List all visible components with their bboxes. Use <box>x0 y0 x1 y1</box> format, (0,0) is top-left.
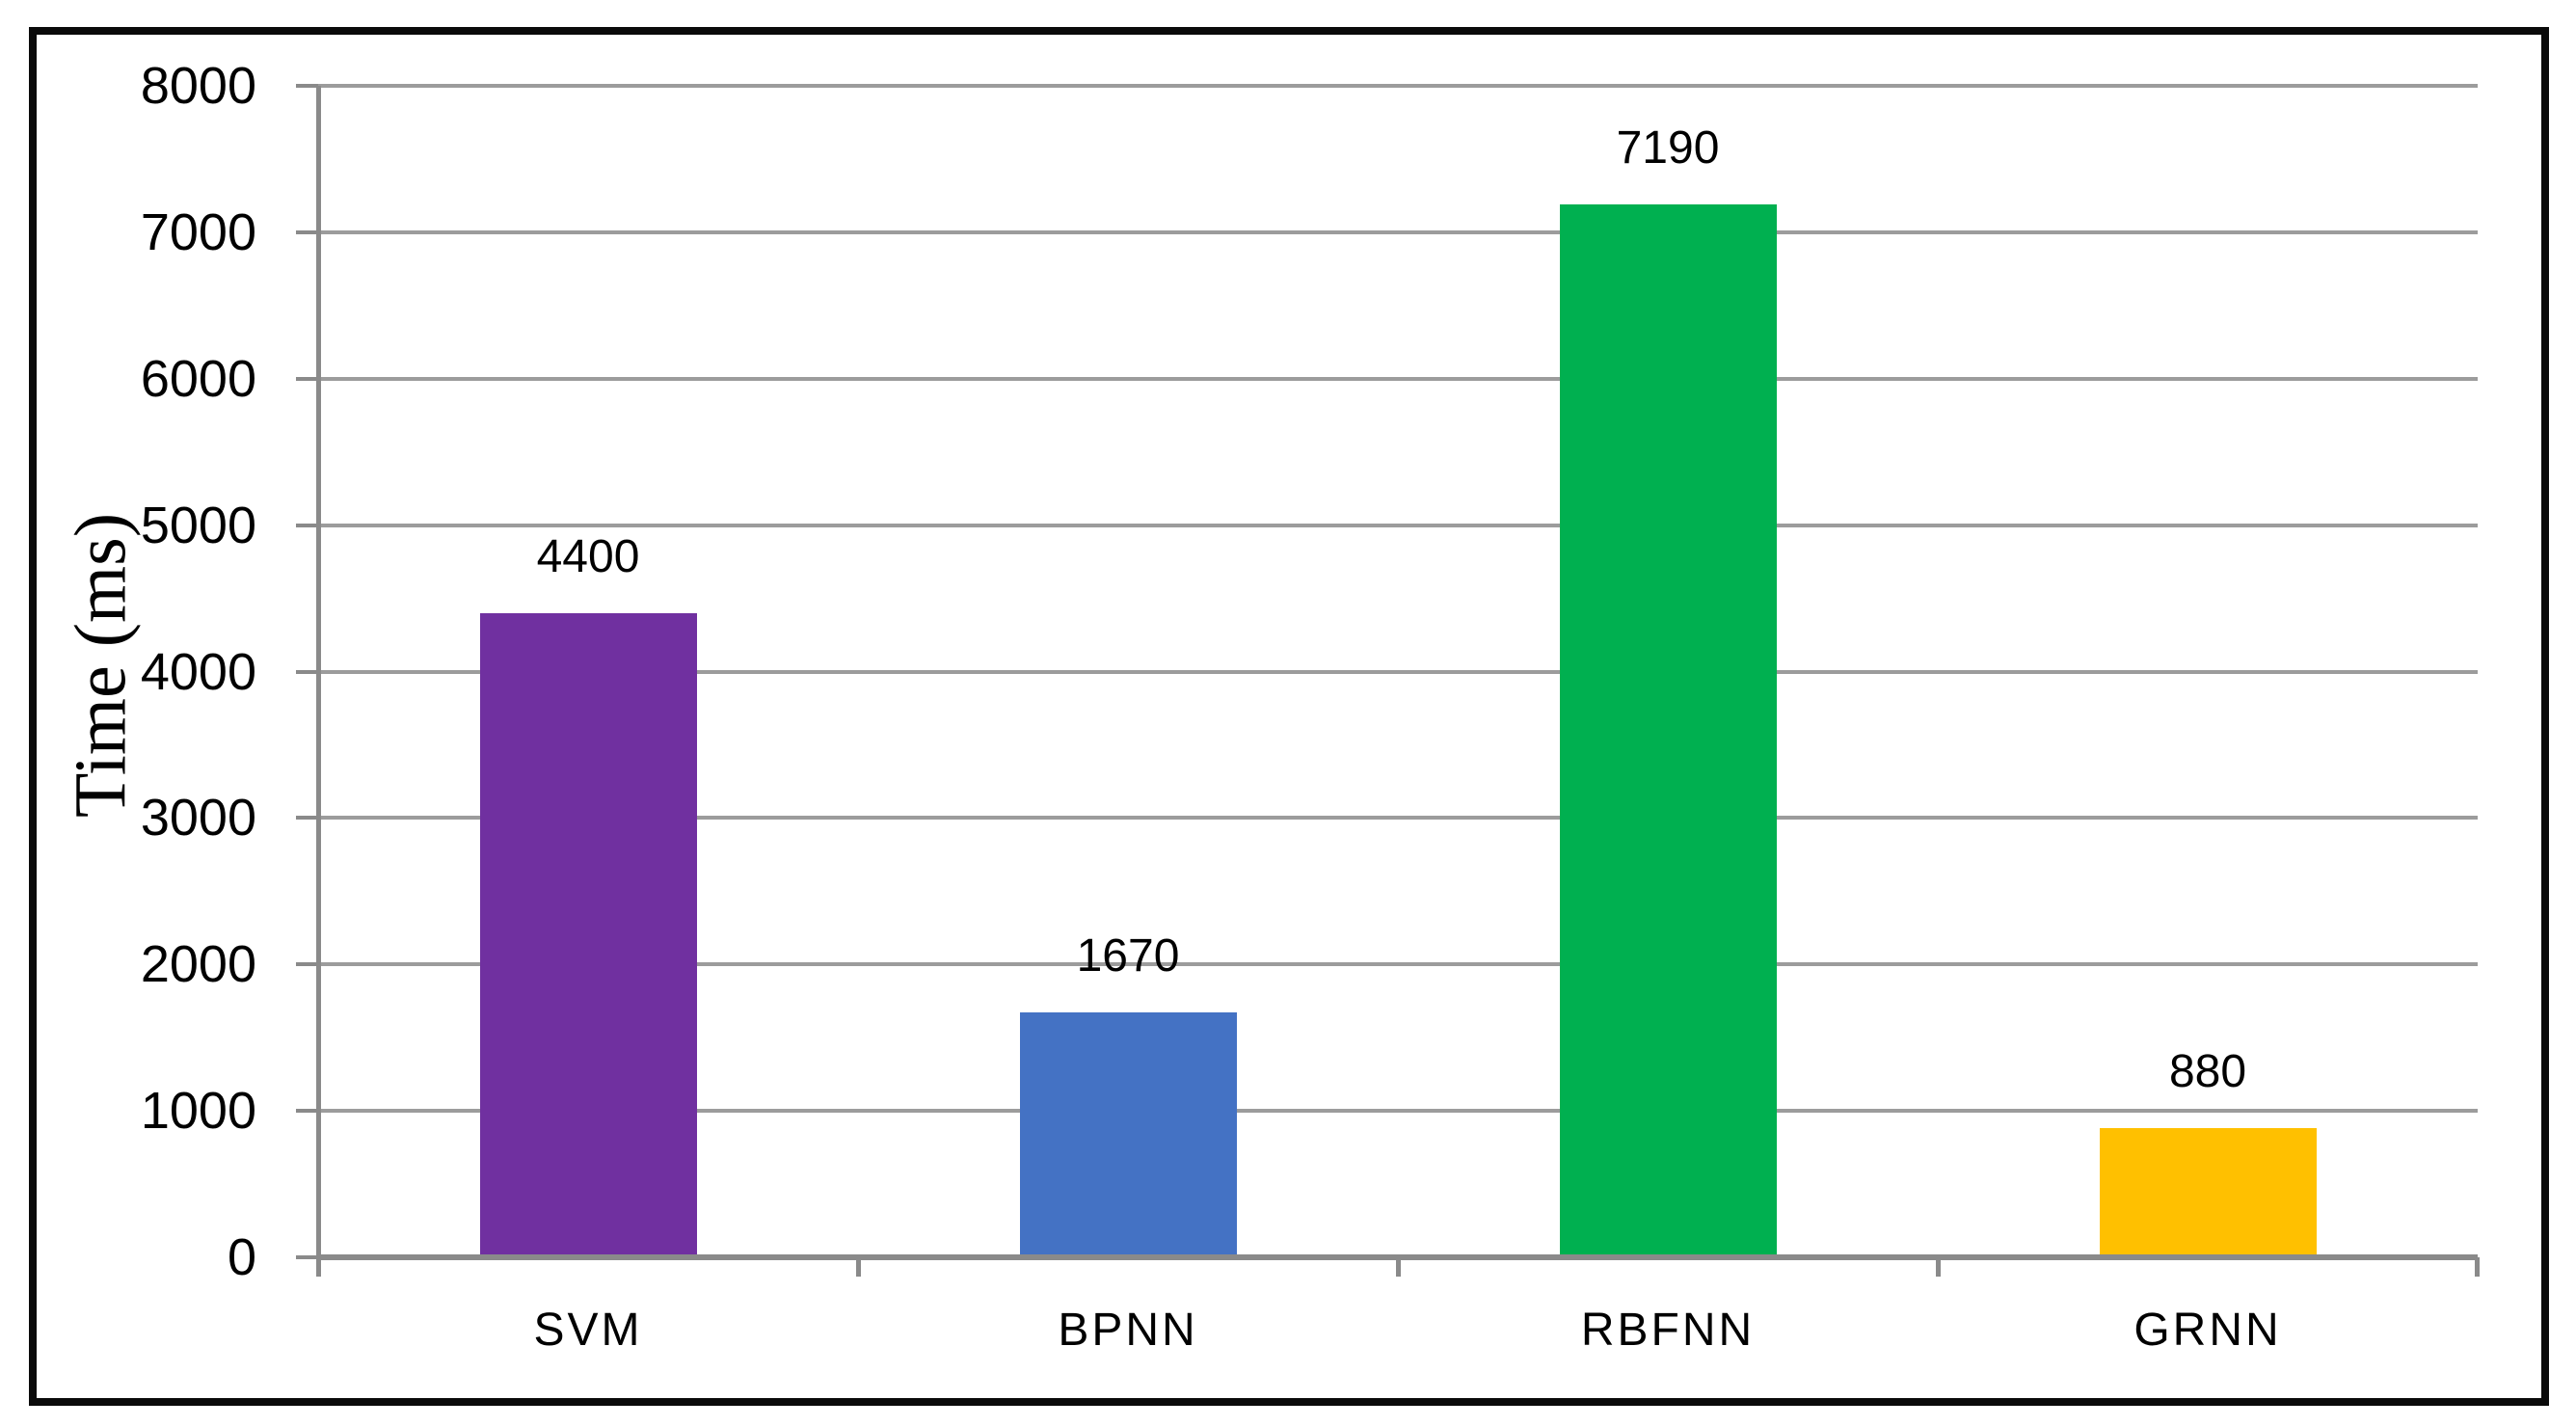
y-axis-tick <box>296 1109 318 1114</box>
gridline <box>318 229 2478 234</box>
y-axis-tick <box>296 523 318 527</box>
bar-grnn <box>2099 1128 2317 1257</box>
gridline <box>318 816 2478 821</box>
bar-svm <box>479 612 697 1257</box>
bar-rbfnn <box>1559 204 1777 1257</box>
y-axis-line <box>316 86 321 1276</box>
y-axis-tick <box>296 229 318 234</box>
y-tick-label: 8000 <box>140 57 256 115</box>
plot-area: 0 1000 2000 3000 4000 5000 6000 7000 8000 4400 16… <box>141 59 2480 1284</box>
gridline <box>318 523 2478 527</box>
y-tick-label: 2000 <box>140 935 256 994</box>
x-category-label: GRNN <box>2133 1305 2282 1356</box>
gridline <box>318 669 2478 674</box>
gridline <box>318 1109 2478 1114</box>
x-axis-tick <box>1936 1257 1941 1277</box>
y-axis-tick <box>296 816 318 821</box>
gridline <box>318 376 2478 381</box>
bar-value-label: 880 <box>2168 1046 2247 1098</box>
chart-frame: Time (ms) 0 1000 2000 3000 4000 5000 6000 7000 8… <box>29 27 2549 1406</box>
gridline <box>318 962 2478 967</box>
bar-value-label: 7190 <box>1616 122 1720 175</box>
gridline <box>318 84 2478 88</box>
y-axis-tick <box>296 376 318 381</box>
y-tick-label: 1000 <box>140 1082 256 1141</box>
y-tick-label: 5000 <box>140 496 256 554</box>
x-category-label: RBFNN <box>1580 1305 1756 1356</box>
y-axis-tick <box>296 84 318 88</box>
x-axis-tick <box>856 1257 861 1277</box>
y-axis-tick <box>296 962 318 967</box>
x-axis-tick <box>1396 1257 1401 1277</box>
bar-value-label: 1670 <box>1076 930 1180 983</box>
bar-value-label: 4400 <box>536 530 640 582</box>
y-tick-label: 4000 <box>140 642 256 701</box>
y-tick-label: 0 <box>227 1228 256 1286</box>
x-category-label: SVM <box>533 1305 643 1356</box>
y-tick-label: 6000 <box>140 349 256 408</box>
y-axis-tick <box>296 1255 318 1259</box>
x-category-label: BPNN <box>1058 1305 1198 1356</box>
y-tick-label: 7000 <box>140 202 256 261</box>
y-axis-tick <box>296 669 318 674</box>
x-axis-tick <box>2475 1257 2480 1277</box>
bar-bpnn <box>1019 1012 1237 1257</box>
y-tick-label: 3000 <box>140 789 256 848</box>
x-axis-tick <box>316 1257 321 1277</box>
